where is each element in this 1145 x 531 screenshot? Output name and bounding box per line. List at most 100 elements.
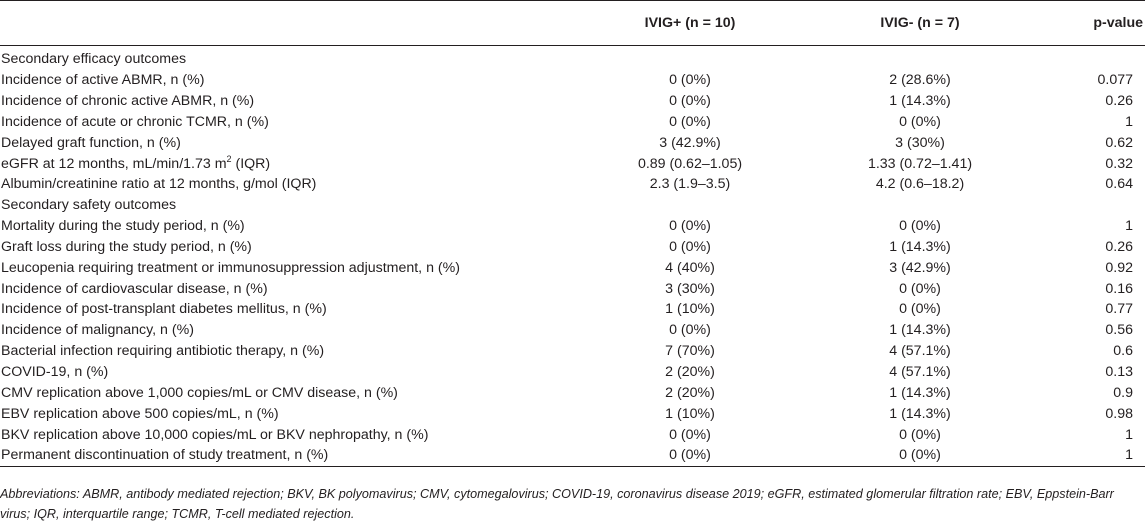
ivig-plus-cell: 0 (0%) xyxy=(669,72,711,89)
ivig-plus-cell: 4 (40%) xyxy=(665,259,715,276)
p-value-cell: 0.9 xyxy=(1113,384,1133,401)
p-value-cell: 0.16 xyxy=(1105,280,1133,297)
table-row: CMV replication above 1,000 copies/mL or… xyxy=(0,383,1145,404)
row-label: BKV replication above 10,000 copies/mL o… xyxy=(1,426,429,443)
p-value-cell: 0.26 xyxy=(1105,93,1133,109)
p-value-cell: 0.77 xyxy=(1105,301,1133,318)
table-row: Incidence of acute or chronic TCMR, n (%… xyxy=(0,112,1145,133)
ivig-minus-cell: 0 (0%) xyxy=(899,280,941,297)
p-value-cell: 0.62 xyxy=(1105,134,1133,151)
ivig-plus-cell: 2 (20%) xyxy=(665,363,715,380)
table-row: Mortality during the study period, n (%)… xyxy=(0,216,1145,237)
ivig-minus-cell: 1 (14.3%) xyxy=(889,238,951,255)
ivig-minus-cell: 4 (57.1%) xyxy=(889,363,951,380)
header-ivig-plus: IVIG+ (n = 10) xyxy=(575,0,805,46)
ivig-minus-cell: 3 (42.9%) xyxy=(889,259,951,276)
ivig-minus-cell: 4 (57.1%) xyxy=(889,343,951,360)
row-label: Graft loss during the study period, n (%… xyxy=(1,238,252,255)
row-label: eGFR at 12 months, mL/min/1.73 m2 (IQR) xyxy=(0,153,575,174)
header-label xyxy=(0,0,575,46)
section-header-row: Secondary safety outcomes xyxy=(0,195,1145,216)
table-row: eGFR at 12 months, mL/min/1.73 m2 (IQR) 0… xyxy=(0,153,1145,174)
row-label: Bacterial infection requiring antibiotic… xyxy=(1,343,325,360)
ivig-minus-cell: 0 (0%) xyxy=(899,218,941,235)
table-row: Incidence of active ABMR, n (%) 0 (0%) 2 (… xyxy=(0,70,1145,91)
p-value-cell: 0.64 xyxy=(1105,176,1133,193)
row-label: Incidence of acute or chronic TCMR, n (%… xyxy=(1,113,269,130)
header-p-value: p-value xyxy=(1035,0,1145,46)
table-row: Leucopenia requiring treatment or immuno… xyxy=(0,257,1145,278)
ivig-minus-cell: 1 (14.3%) xyxy=(889,384,951,401)
table-row: Incidence of cardiovascular disease, n (… xyxy=(0,278,1145,299)
ivig-minus-cell: 0 (0%) xyxy=(899,426,941,443)
ivig-plus-cell: 0 (0%) xyxy=(669,238,711,255)
ivig-plus-cell: 2.3 (1.9–3.5) xyxy=(649,176,731,193)
section-title: Secondary efficacy outcomes xyxy=(1,51,187,68)
ivig-plus-cell: 0 (0%) xyxy=(669,426,711,443)
row-label: COVID-19, n (%) xyxy=(1,363,109,380)
table-row: Incidence of chronic active ABMR, n (%) 0… xyxy=(0,91,1145,112)
table-header: IVIG+ (n = 10) IVIG- (n = 7) p-value xyxy=(0,0,1145,46)
table-row: Graft loss during the study period, n (%… xyxy=(0,237,1145,258)
p-value-cell: 0.32 xyxy=(1105,155,1133,172)
ivig-plus-cell: 7 (70%) xyxy=(665,343,715,360)
unit-superscript: 2 xyxy=(226,153,232,164)
outcomes-table: IVIG+ (n = 10) IVIG- (n = 7) p-value Sec… xyxy=(0,0,1145,467)
table-row: COVID-19, n (%) 2 (20%) 4 (57.1%) 0.13 xyxy=(0,362,1145,383)
ivig-minus-cell: 1 (14.3%) xyxy=(889,93,951,109)
ivig-plus-cell: 0 (0%) xyxy=(669,93,711,109)
ivig-minus-cell: 1 (14.3%) xyxy=(889,322,951,339)
p-value-cell: 1 xyxy=(1035,445,1145,467)
row-label: Incidence of chronic active ABMR, n (%) xyxy=(1,93,255,109)
table-row: Permanent discontinuation of study treat… xyxy=(0,445,1145,467)
row-label: EBV replication above 500 copies/mL, n (… xyxy=(1,405,279,422)
p-value-cell: 0.6 xyxy=(1113,343,1133,360)
table-row: Delayed graft function, n (%) 3 (42.9%) 3 … xyxy=(0,132,1145,153)
ivig-minus-cell: 0 (0%) xyxy=(899,113,941,130)
row-label: Albumin/creatinine ratio at 12 months, g… xyxy=(1,176,317,193)
p-value-cell: 0.98 xyxy=(1105,405,1133,422)
ivig-plus-cell: 1 (10%) xyxy=(665,405,715,422)
ivig-minus-cell: 1.33 (0.72–1.41) xyxy=(867,155,973,172)
table-row: Bacterial infection requiring antibiotic… xyxy=(0,341,1145,362)
ivig-plus-cell: 3 (30%) xyxy=(665,280,715,297)
ivig-plus-cell: 0.89 (0.62–1.05) xyxy=(637,155,743,172)
section-title: Secondary safety outcomes xyxy=(1,197,177,214)
ivig-minus-cell: 0 (0%) xyxy=(805,445,1035,467)
p-value-cell: 1 xyxy=(1125,218,1133,235)
ivig-plus-cell: 0 (0%) xyxy=(669,322,711,339)
row-label: Incidence of post-transplant diabetes me… xyxy=(1,301,327,318)
row-label: Permanent discontinuation of study treat… xyxy=(0,445,575,467)
abbreviations-footnote: Abbreviations: ABMR, antibody mediated r… xyxy=(0,487,1114,521)
table-row: Incidence of post-transplant diabetes me… xyxy=(0,299,1145,320)
ivig-minus-cell: 0 (0%) xyxy=(899,301,941,318)
row-label-suffix: (IQR) xyxy=(231,155,271,172)
table-row: EBV replication above 500 copies/mL, n (… xyxy=(0,403,1145,424)
row-label: Incidence of malignancy, n (%) xyxy=(1,322,194,339)
table-row: Incidence of malignancy, n (%) 0 (0%) 1 (1… xyxy=(0,320,1145,341)
row-label: Mortality during the study period, n (%) xyxy=(1,218,245,235)
row-label: Leucopenia requiring treatment or immuno… xyxy=(1,259,460,276)
row-label: Incidence of active ABMR, n (%) xyxy=(1,72,205,89)
ivig-plus-cell: 1 (10%) xyxy=(665,301,715,318)
header-row: IVIG+ (n = 10) IVIG- (n = 7) p-value xyxy=(0,0,1145,46)
ivig-minus-cell: 4.2 (0.6–18.2) xyxy=(875,176,965,193)
p-value-cell: 0.92 xyxy=(1105,259,1133,276)
header-ivig-minus: IVIG- (n = 7) xyxy=(805,0,1035,46)
row-label: CMV replication above 1,000 copies/mL or… xyxy=(1,384,398,401)
ivig-plus-cell: 3 (42.9%) xyxy=(659,134,721,151)
p-value-cell: 0.077 xyxy=(1097,72,1133,89)
ivig-minus-cell: 1 (14.3%) xyxy=(889,405,951,422)
ivig-plus-cell: 0 (0%) xyxy=(575,445,805,467)
p-value-cell: 1 xyxy=(1125,113,1133,130)
p-value-cell: 0.26 xyxy=(1105,238,1133,255)
section-header-row: Secondary efficacy outcomes xyxy=(0,46,1145,70)
p-value-cell: 0.56 xyxy=(1105,322,1133,339)
ivig-plus-cell: 2 (20%) xyxy=(665,384,715,401)
table-body: Secondary efficacy outcomes Incidence of … xyxy=(0,46,1145,467)
p-value-cell: 0.13 xyxy=(1105,363,1133,380)
row-label: Delayed graft function, n (%) xyxy=(1,134,181,151)
table-row: BKV replication above 10,000 copies/mL o… xyxy=(0,424,1145,445)
row-label-text: eGFR at 12 months, mL/min/1.73 m xyxy=(1,155,227,172)
